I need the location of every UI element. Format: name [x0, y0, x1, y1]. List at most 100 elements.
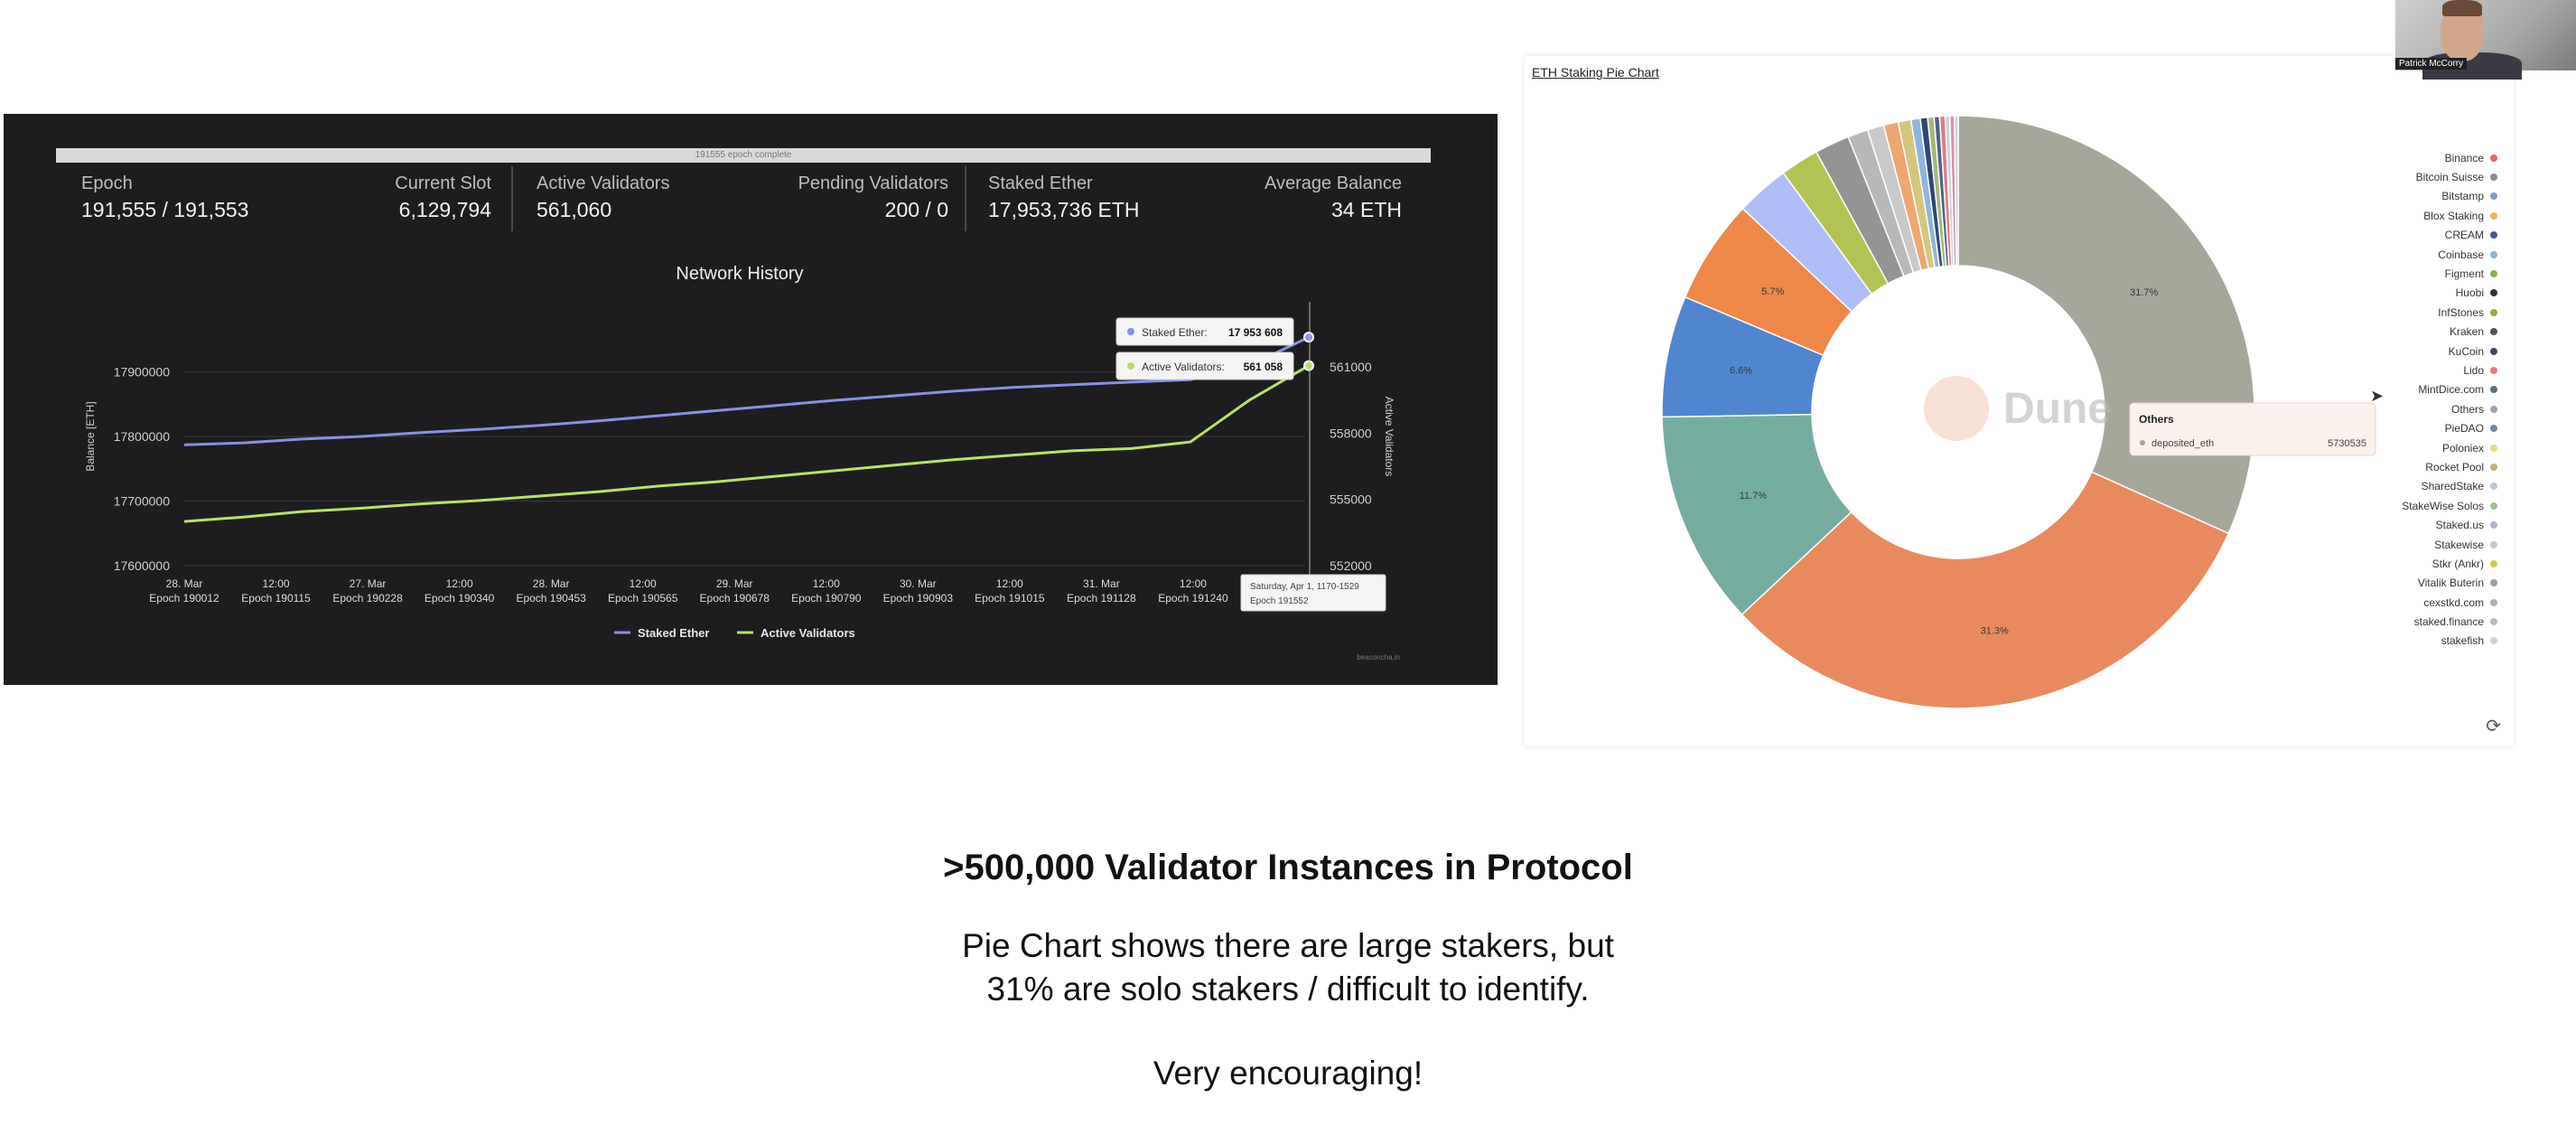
tooltip-active-validators-value: 561 058 — [1244, 361, 1283, 373]
legend-swatch-icon — [2490, 502, 2497, 510]
legend-item[interactable]: SharedStake — [2281, 477, 2497, 496]
stat-staked-ether: Staked Ether 17,953,736 ETH — [988, 173, 1140, 222]
legend-item[interactable]: MintDice.com — [2281, 380, 2497, 399]
stat-divider — [965, 166, 966, 231]
stat-label: Epoch — [81, 173, 133, 193]
x-tick-label: 12:00 — [630, 577, 657, 590]
y-left-axis-label: Balance [ETH] — [84, 401, 97, 471]
legend-item[interactable]: Bitcoin Suisse — [2281, 167, 2497, 186]
x-tick-label: 28. Mar — [533, 577, 570, 590]
legend-item-label: Binance — [2444, 151, 2484, 164]
x-tick-epoch-label: Epoch 190903 — [883, 592, 954, 605]
legend-item[interactable]: stakefish — [2281, 632, 2497, 651]
stat-value: 561,060 — [537, 198, 612, 221]
caption-line-1: Pie Chart shows there are large stakers,… — [962, 927, 1614, 964]
dune-watermark: Dune — [2003, 385, 2112, 433]
pie-tooltip-box — [2129, 402, 2376, 456]
legend-item-label: Staked.us — [2435, 519, 2484, 532]
legend-item[interactable]: Staked.us — [2281, 515, 2497, 534]
legend-item[interactable]: KuCoin — [2281, 342, 2497, 361]
legend-item[interactable]: Poloniex — [2281, 438, 2497, 457]
legend-swatch-icon — [2490, 173, 2497, 182]
legend-swatch-icon — [2490, 154, 2497, 162]
tooltip-active-validators-dot — [1127, 362, 1134, 370]
legend-swatch-icon — [2490, 328, 2497, 336]
x-tick-epoch-label: Epoch 190012 — [149, 592, 219, 605]
legend-item[interactable]: Vitalik Buterin — [2281, 574, 2497, 593]
legend-item[interactable]: Kraken — [2281, 323, 2497, 342]
caption-heading: >500,000 Validator Instances in Protocol — [943, 848, 1633, 887]
stat-pending-validators: Pending Validators 200 / 0 — [798, 173, 948, 222]
y-right-tick-label: 561000 — [1330, 360, 1372, 374]
y-left-tick-label: 17600000 — [114, 558, 171, 573]
pie-legend: Binance Bitcoin Suisse Bitstamp Blox Stakin… — [2281, 148, 2497, 651]
pie-tooltip-value: 5730535 — [2328, 438, 2366, 449]
y-right-tick-label: 552000 — [1330, 558, 1372, 573]
tooltip-staked-ether-label: Staked Ether: — [1142, 326, 1208, 339]
legend-item[interactable]: staked.finance — [2281, 612, 2497, 631]
legend-item[interactable]: Rocket Pool — [2281, 457, 2497, 476]
legend-swatch-icon — [2490, 483, 2497, 491]
presenter-name: Patrick McCorry — [2395, 58, 2468, 70]
legend-item[interactable]: Huobi — [2281, 284, 2497, 303]
legend-item[interactable]: Figment — [2281, 264, 2497, 283]
x-tick-label: 12:00 — [446, 577, 473, 590]
pie-data-label: 11.7% — [1740, 491, 1768, 502]
pie-chart-title[interactable]: ETH Staking Pie Chart — [1532, 65, 1659, 80]
x-tick-epoch-label: Epoch 191240 — [1158, 592, 1228, 605]
pie-data-label: 31.7% — [2130, 287, 2158, 298]
x-tick-epoch-label: Epoch 190678 — [700, 592, 770, 605]
y-right-tick-label: 558000 — [1330, 426, 1372, 440]
legend-item[interactable]: Binance — [2281, 148, 2497, 167]
pie-data-label: 31.3% — [1981, 626, 2009, 637]
legend-item[interactable]: Stakewise — [2281, 535, 2497, 554]
tooltip-active-validators-label: Active Validators: — [1142, 361, 1225, 373]
x-tick-label: 31. Mar — [1083, 577, 1120, 590]
stat-epoch: Epoch 191,555 / 191,553 — [81, 173, 248, 222]
legend-swatch-icon — [2490, 559, 2497, 567]
legend-item[interactable]: Lido — [2281, 361, 2497, 380]
legend-item-label: Others — [2450, 402, 2484, 416]
pie-data-label: 6.6% — [1730, 366, 1752, 377]
legend-item[interactable]: Coinbase — [2281, 245, 2497, 264]
stat-label: Current Slot — [395, 173, 491, 193]
legend-item[interactable]: StakeWise Solos — [2281, 496, 2497, 515]
y-right-axis-label: Active Validators — [1383, 397, 1395, 476]
pie-slice-others — [1957, 115, 2255, 535]
y-right-tick-label: 555000 — [1330, 492, 1372, 507]
pie-tooltip-series: deposited_eth — [2151, 438, 2214, 449]
legend-item[interactable]: CREAM — [2281, 226, 2497, 245]
stat-value: 6,129,794 — [398, 198, 491, 221]
x-tick-label: 27. Mar — [350, 577, 387, 590]
y-left-tick-label: 17800000 — [114, 429, 171, 444]
legend-item-label: Kraken — [2449, 325, 2484, 339]
x-tick-epoch-label: Epoch 190453 — [516, 592, 586, 605]
legend-item[interactable]: Bitstamp — [2281, 187, 2497, 206]
legend-item[interactable]: Blox Staking — [2281, 206, 2497, 225]
tooltip-active-validators-box — [1115, 352, 1294, 380]
refresh-icon[interactable]: ⟳ — [2486, 717, 2501, 736]
legend-swatch-icon — [2490, 270, 2497, 278]
legend-item[interactable]: cexstkd.com — [2281, 593, 2497, 612]
legend-swatch-icon — [2490, 366, 2497, 374]
network-history-title: Network History — [676, 264, 804, 284]
legend-item[interactable]: Stkr (Ankr) — [2281, 554, 2497, 573]
legend-item[interactable]: Others — [2281, 399, 2497, 418]
legend-label: Active Validators — [761, 626, 855, 640]
legend-item-label: MintDice.com — [2418, 383, 2484, 397]
legend-swatch-icon — [2490, 425, 2497, 433]
legend-item[interactable]: InfStones — [2281, 303, 2497, 322]
legend-item-label: KuCoin — [2448, 344, 2484, 358]
legend-item[interactable]: PieDAO — [2281, 418, 2497, 437]
x-tick-label: 29. Mar — [716, 577, 753, 590]
legend-item-label: InfStones — [2438, 305, 2484, 319]
legend-item-label: PieDAO — [2444, 422, 2484, 436]
legend-swatch-icon — [2490, 192, 2497, 201]
x-tick-epoch-label: Epoch 191015 — [975, 592, 1045, 605]
legend-swatch-icon — [2490, 598, 2497, 606]
legend-swatch-icon — [2490, 289, 2497, 297]
pie-slice-stakefish — [1954, 115, 1959, 267]
legend-swatch-icon — [2490, 405, 2497, 413]
stat-divider — [511, 166, 513, 231]
legend-item-label: staked.finance — [2413, 615, 2484, 629]
